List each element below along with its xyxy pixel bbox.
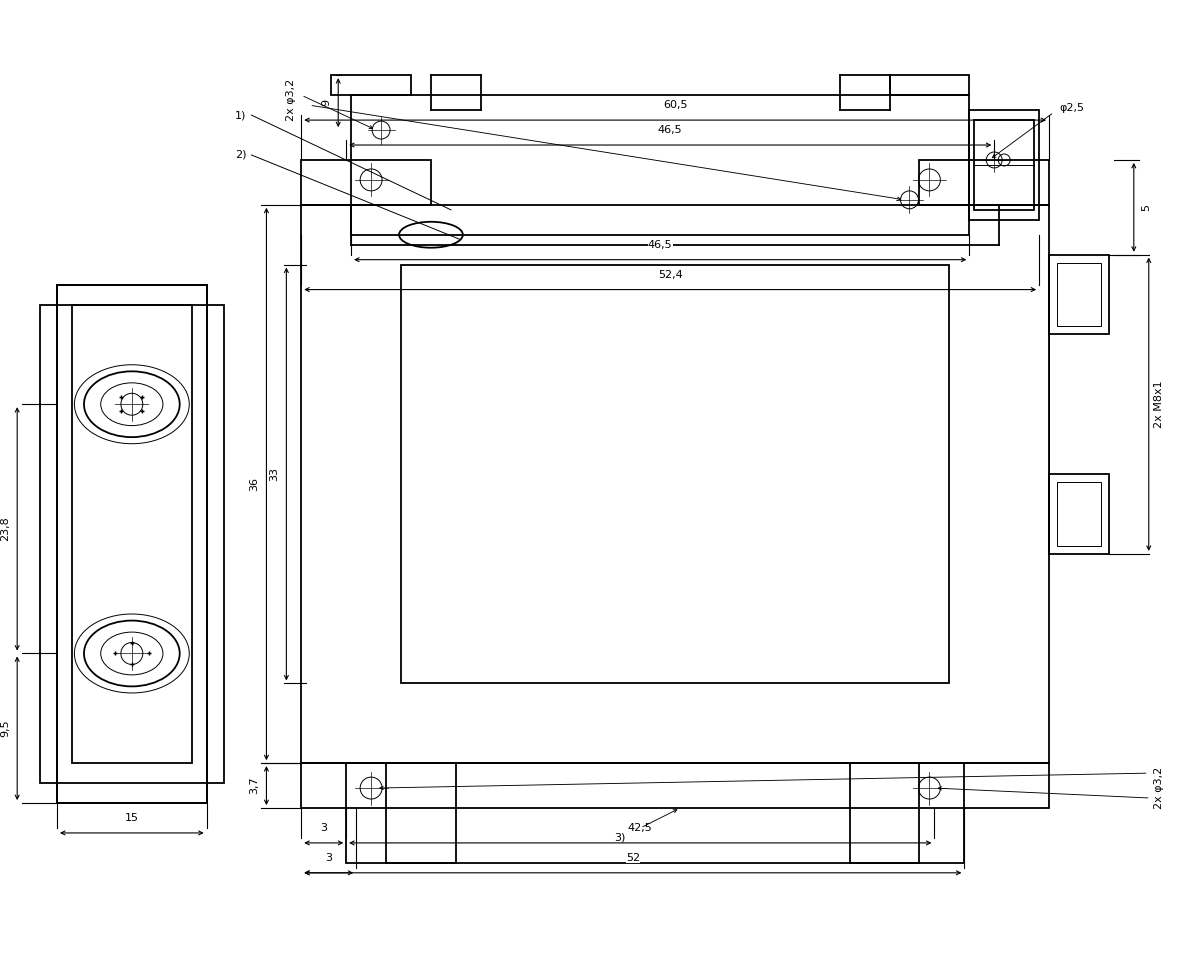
Text: 2): 2) [235,150,246,160]
Bar [58,783,206,803]
Text: 46,5: 46,5 [658,125,683,135]
Text: 5: 5 [1141,203,1151,211]
Text: 9,5: 9,5 [0,719,11,737]
Text: 9: 9 [322,99,331,106]
Bar [1049,254,1109,335]
Text: φ2,5: φ2,5 [1060,103,1084,113]
Bar [301,763,1049,808]
Text: 46,5: 46,5 [648,240,672,250]
Text: 36: 36 [250,477,259,491]
Bar [72,305,192,763]
Text: 2x M8x1: 2x M8x1 [1153,381,1164,428]
Bar [401,265,949,683]
Bar [1057,262,1100,327]
Text: 52: 52 [625,853,640,863]
Bar [206,305,223,783]
Bar [889,75,970,95]
Bar [346,763,965,863]
Bar [970,110,1039,220]
Text: 42,5: 42,5 [628,823,653,833]
Text: 1): 1) [235,110,246,120]
Text: 3: 3 [325,853,332,863]
Bar [352,95,970,235]
Text: 23,8: 23,8 [0,517,11,541]
Bar [1049,474,1109,553]
Bar [40,305,58,783]
Bar [331,75,410,95]
Text: 15: 15 [125,813,139,823]
Text: 60,5: 60,5 [662,100,688,110]
Text: 3: 3 [320,823,328,833]
Text: 3): 3) [614,833,626,843]
Text: 33: 33 [269,467,280,481]
Text: 2x φ3,2: 2x φ3,2 [287,79,296,121]
Text: 52,4: 52,4 [658,270,683,280]
Bar [919,160,1049,204]
Bar [58,284,206,803]
Bar [1057,482,1100,546]
Bar [58,284,206,305]
Text: 3,7: 3,7 [250,777,259,794]
Bar [301,160,431,204]
Bar [301,204,1049,763]
Bar [974,120,1034,210]
Text: 2x φ3,2: 2x φ3,2 [1153,767,1164,809]
